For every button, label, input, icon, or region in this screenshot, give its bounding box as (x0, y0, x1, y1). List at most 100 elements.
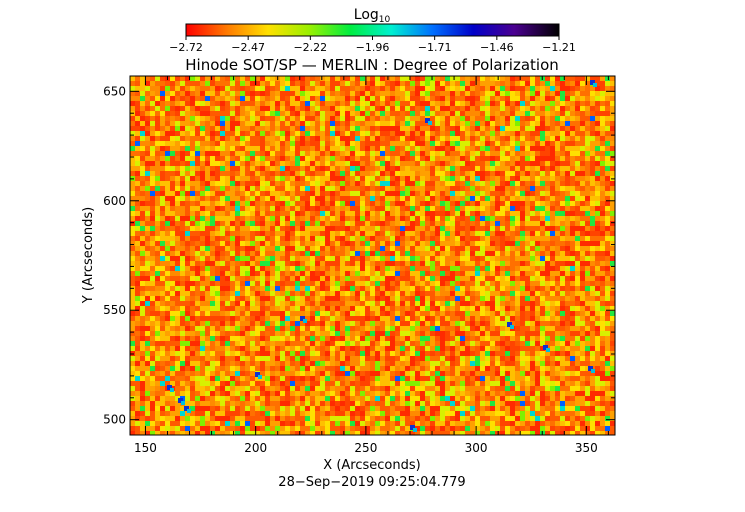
heatmap-cell (450, 191, 455, 196)
heatmap-cell (240, 226, 245, 231)
heatmap-cell (365, 276, 370, 281)
heatmap-cell (325, 76, 330, 81)
heatmap-cell (485, 96, 490, 101)
heatmap-cell (250, 306, 255, 311)
heatmap-cell (500, 171, 505, 176)
heatmap-cell (140, 91, 145, 96)
heatmap-cell (270, 296, 275, 301)
heatmap-cell (410, 306, 415, 311)
heatmap-cell (245, 286, 250, 291)
heatmap-cell (485, 321, 490, 326)
heatmap-cell (315, 86, 320, 91)
heatmap-cell (155, 276, 160, 281)
heatmap-cell (365, 201, 370, 206)
heatmap-cell (455, 311, 460, 316)
heatmap-cell (290, 211, 295, 216)
heatmap-cell (470, 91, 475, 96)
heatmap-cell (445, 116, 450, 121)
heatmap-cell (300, 181, 305, 186)
heatmap-cell (255, 321, 260, 326)
heatmap-cell (360, 216, 365, 221)
heatmap-cell (580, 131, 585, 136)
heatmap-cell (210, 281, 215, 286)
heatmap-cell (275, 141, 280, 146)
heatmap-cell (325, 96, 330, 101)
heatmap-cell (515, 266, 520, 271)
heatmap-cell (430, 251, 435, 256)
heatmap-cell (575, 146, 580, 151)
heatmap-cell (165, 111, 170, 116)
heatmap-cell (160, 311, 165, 316)
heatmap-cell (330, 141, 335, 146)
heatmap-cell (370, 136, 375, 141)
heatmap-cell (195, 291, 200, 296)
heatmap-cell (250, 326, 255, 331)
heatmap-cell (610, 246, 615, 251)
heatmap-cell (460, 226, 465, 231)
heatmap-cell (155, 136, 160, 141)
heatmap-cell (305, 276, 310, 281)
heatmap-cell (590, 276, 595, 281)
heatmap-cell (355, 201, 360, 206)
heatmap-cell (525, 116, 530, 121)
heatmap-cell (260, 231, 265, 236)
heatmap-cell (275, 126, 280, 131)
heatmap-cell (425, 111, 430, 116)
heatmap-cell (555, 241, 560, 246)
heatmap-cell (135, 246, 140, 251)
heatmap-cell (190, 306, 195, 311)
heatmap-cell (370, 151, 375, 156)
heatmap-cell (305, 291, 310, 296)
heatmap-cell (285, 286, 290, 291)
heatmap-cell (585, 151, 590, 156)
heatmap-cell (520, 321, 525, 326)
heatmap-cell (450, 311, 455, 316)
heatmap-cell (320, 171, 325, 176)
heatmap-cell (340, 206, 345, 211)
heatmap-cell (175, 96, 180, 101)
heatmap-cell (185, 216, 190, 221)
heatmap-cell (220, 326, 225, 331)
heatmap-cell (235, 251, 240, 256)
heatmap-cell (515, 271, 520, 276)
heatmap-cell (290, 216, 295, 221)
heatmap-cell (245, 321, 250, 326)
heatmap-cell (185, 206, 190, 211)
heatmap-cell (355, 301, 360, 306)
heatmap-cell (210, 241, 215, 246)
heatmap-cell (310, 231, 315, 236)
heatmap-cell (325, 211, 330, 216)
heatmap-cell (245, 206, 250, 211)
heatmap-cell (605, 226, 610, 231)
heatmap-cell (305, 116, 310, 121)
heatmap-cell (350, 281, 355, 286)
heatmap-cell (230, 141, 235, 146)
heatmap-cell (515, 191, 520, 196)
heatmap-cell (505, 236, 510, 241)
heatmap-cell (315, 176, 320, 181)
heatmap-cell (180, 251, 185, 256)
heatmap-cell (360, 106, 365, 111)
heatmap-cell (465, 106, 470, 111)
heatmap-cell (140, 226, 145, 231)
heatmap-cell (295, 256, 300, 261)
heatmap-cell (420, 186, 425, 191)
heatmap-cell (515, 286, 520, 291)
heatmap-cell (175, 276, 180, 281)
heatmap-cell (540, 86, 545, 91)
heatmap-cell (405, 286, 410, 291)
heatmap-cell (565, 76, 570, 81)
heatmap-cell (360, 96, 365, 101)
heatmap-cell (145, 176, 150, 181)
heatmap-cell (525, 151, 530, 156)
heatmap-cell (205, 151, 210, 156)
heatmap-cell (225, 101, 230, 106)
heatmap-cell (260, 161, 265, 166)
heatmap-cell (345, 316, 350, 321)
heatmap-cell (185, 321, 190, 326)
heatmap-cell (235, 286, 240, 291)
heatmap-cell (375, 271, 380, 276)
heatmap-cell (475, 281, 480, 286)
heatmap-cell (400, 306, 405, 311)
heatmap-cell (415, 196, 420, 201)
